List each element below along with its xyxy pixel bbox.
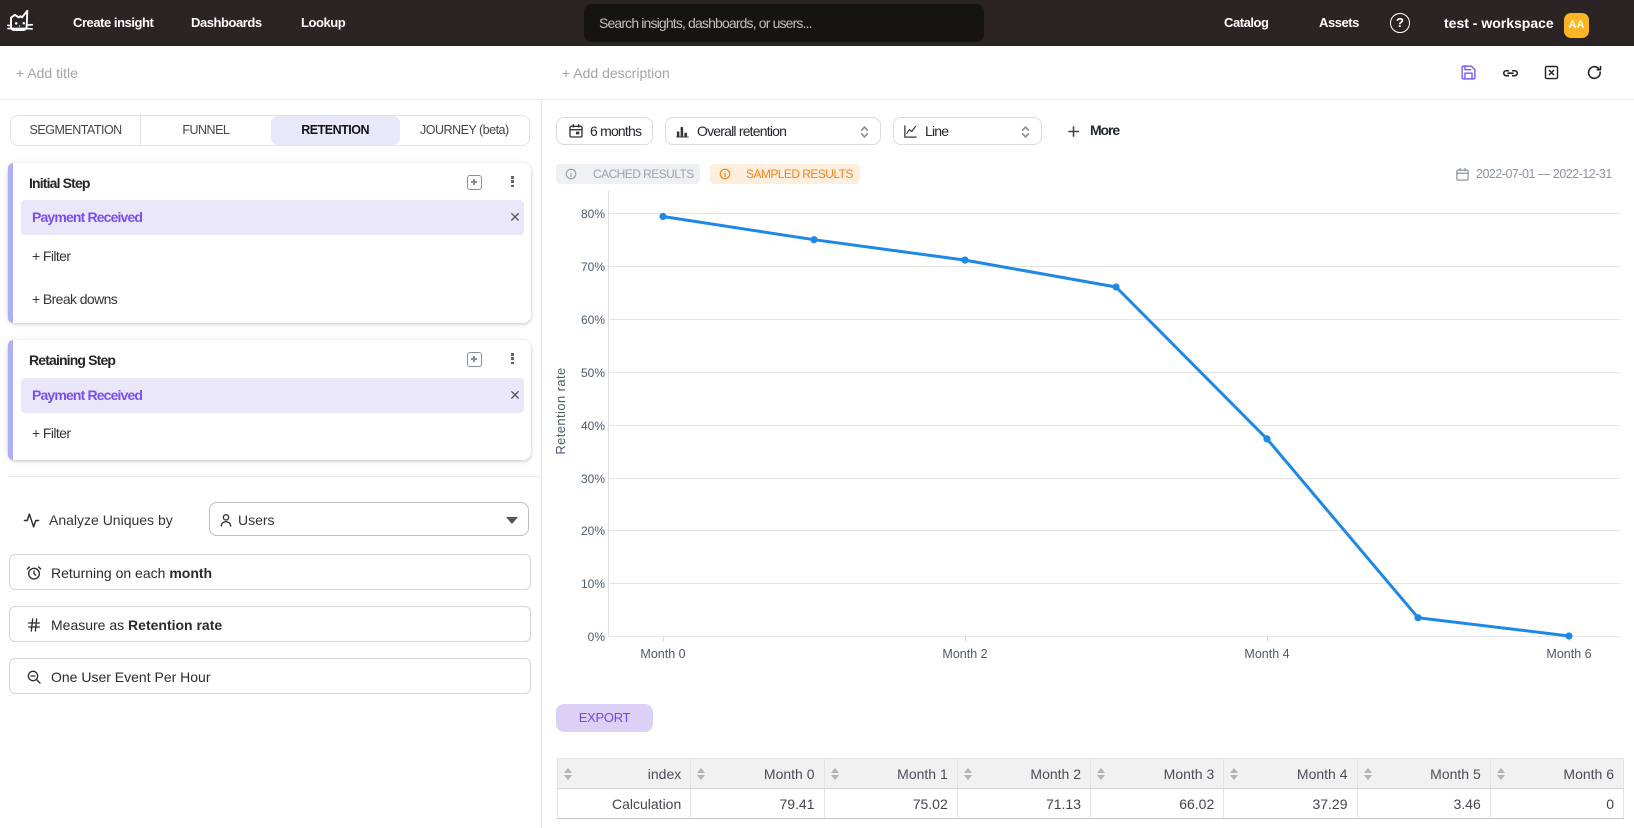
svg-text:80%: 80% (581, 207, 605, 221)
svg-text:70%: 70% (581, 260, 605, 274)
svg-text:Month 2: Month 2 (942, 647, 987, 661)
svg-text:Month 6: Month 6 (1546, 647, 1591, 661)
svg-text:50%: 50% (581, 366, 605, 380)
svg-text:40%: 40% (581, 419, 605, 433)
svg-text:Month 0: Month 0 (640, 647, 685, 661)
svg-text:20%: 20% (581, 524, 605, 538)
svg-text:60%: 60% (581, 313, 605, 327)
svg-text:Month 4: Month 4 (1244, 647, 1289, 661)
svg-text:0%: 0% (588, 630, 606, 644)
svg-text:Retention rate: Retention rate (553, 367, 568, 454)
svg-text:10%: 10% (581, 577, 605, 591)
svg-text:30%: 30% (581, 472, 605, 486)
